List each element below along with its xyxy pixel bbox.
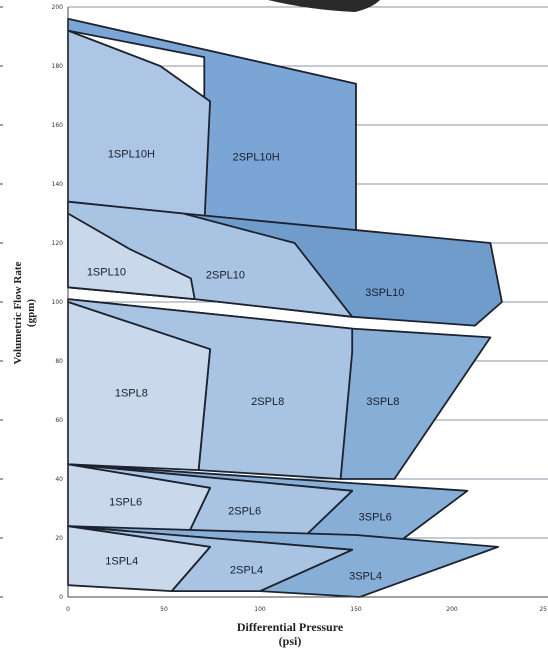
x-tick-label-150: 150	[350, 606, 362, 613]
label-1spl6: 1SPL6	[109, 497, 142, 509]
y-tick-label-160: 160	[52, 122, 64, 129]
region-1spl10h	[67, 29, 212, 227]
x-axis-title: Differential Pressure (psi)	[190, 620, 390, 648]
y-tick-label-40: 40	[55, 476, 63, 483]
dark-object-fragment	[268, 0, 380, 12]
y-tick-label-120: 120	[52, 240, 64, 247]
label-2spl6: 2SPL6	[228, 505, 261, 517]
axes: 0 20 40 60 80 100 120 140 160 180 200 0 50 100 150 200 2…	[0, 4, 548, 613]
label-3spl10: 3SPL10	[365, 287, 404, 299]
y-axis-unit: (gpm)	[25, 298, 37, 328]
pump-regions	[67, 17, 503, 598]
label-1spl8: 1SPL8	[115, 387, 148, 399]
label-2spl4: 2SPL4	[230, 564, 263, 576]
label-1spl4: 1SPL4	[105, 556, 138, 568]
y-tick-label-140: 140	[52, 181, 64, 188]
x-axis-unit: (psi)	[278, 634, 302, 648]
x-tick-label-50: 50	[160, 606, 168, 613]
label-1spl10: 1SPL10	[87, 266, 126, 278]
y-tick-label-180: 180	[52, 63, 64, 70]
y-axis-label: Volumetric Flow Rate	[12, 261, 24, 365]
x-axis-label: Differential Pressure	[236, 620, 344, 634]
y-tick-label-80: 80	[55, 358, 63, 365]
x-tick-label-100: 100	[254, 606, 266, 613]
y-tick-label-200: 200	[52, 4, 64, 11]
label-3spl4: 3SPL4	[349, 570, 382, 582]
label-2spl10: 2SPL10	[206, 269, 245, 281]
x-tick-label-25: 25	[539, 606, 547, 613]
region-labels: 2SPL10H 1SPL10H 3SPL10 2SPL10 1SPL10 3SPL8 2SP…	[87, 148, 405, 582]
y-tick-label-0: 0	[59, 594, 63, 601]
label-2spl10h: 2SPL10H	[233, 151, 280, 163]
label-2spl8: 2SPL8	[251, 396, 284, 408]
label-3spl8: 3SPL8	[366, 396, 399, 408]
x-tick-label-200: 200	[446, 606, 458, 613]
y-axis-title: Volumetric Flow Rate (gpm)	[12, 228, 38, 398]
y-tick-label-20: 20	[55, 535, 63, 542]
label-1spl10h: 1SPL10H	[108, 148, 155, 160]
y-tick-label-60: 60	[55, 417, 63, 424]
label-3spl6: 3SPL6	[359, 511, 392, 523]
x-tick-label-0: 0	[66, 606, 70, 613]
y-tick-label-100: 100	[52, 299, 64, 306]
